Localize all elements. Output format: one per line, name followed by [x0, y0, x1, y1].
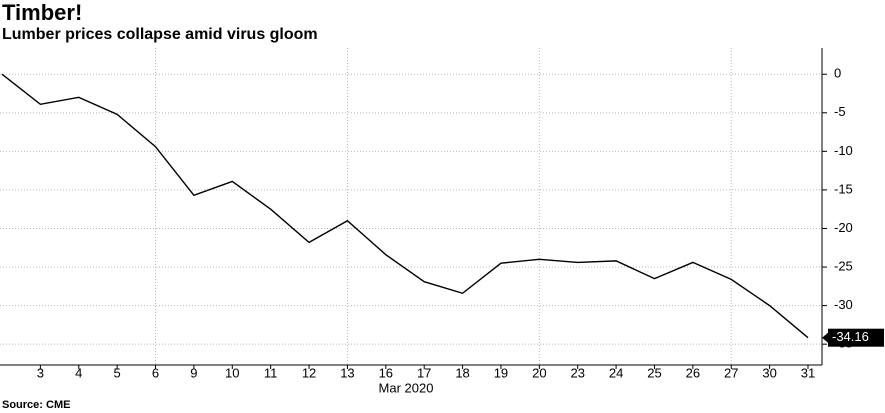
- x-tick-label: 3: [37, 365, 44, 380]
- x-tick-label: 4: [75, 365, 82, 380]
- y-tick-label: -15: [834, 181, 853, 196]
- x-tick-label: 23: [570, 365, 584, 380]
- x-tick-label: 9: [190, 365, 197, 380]
- x-tick-label: 18: [455, 365, 469, 380]
- source: Source: CME: [2, 399, 70, 411]
- x-tick-label: 27: [724, 365, 738, 380]
- x-tick-label: 24: [609, 365, 623, 380]
- x-tick-label: 6: [152, 365, 159, 380]
- x-tick-label: 12: [302, 365, 316, 380]
- x-axis-label: Mar 2020: [379, 380, 434, 395]
- x-tick-label: 13: [340, 365, 354, 380]
- chart-subtitle: Lumber prices collapse amid virus gloom: [2, 26, 318, 43]
- x-tick-label: 11: [264, 365, 278, 380]
- x-tick-label: 17: [417, 365, 431, 380]
- last-value-pointer: [822, 332, 828, 343]
- chart-title: Timber!: [2, 0, 82, 25]
- line: [1, 73, 809, 339]
- y-tick-label: -25: [834, 258, 853, 273]
- x-tick-label: 30: [762, 365, 776, 380]
- x-tick-label: 10: [225, 365, 239, 380]
- last-value-label: -34.16: [832, 329, 869, 344]
- y-tick-label: -5: [834, 104, 846, 119]
- x-tick-label: 25: [647, 365, 661, 380]
- x-tick-label: 20: [532, 365, 546, 380]
- y-tick-label: -30: [834, 297, 853, 312]
- y-tick-label: -20: [834, 220, 853, 235]
- y-tick-label: -10: [834, 143, 853, 158]
- last-value-box: [828, 328, 884, 347]
- y-tick-label: 0: [834, 66, 841, 81]
- x-tick-label: 16: [379, 365, 393, 380]
- x-tick-label: 26: [686, 365, 700, 380]
- x-tick-label: 31: [801, 365, 815, 380]
- x-tick-label: 19: [494, 365, 508, 380]
- x-tick-label: 5: [114, 365, 121, 380]
